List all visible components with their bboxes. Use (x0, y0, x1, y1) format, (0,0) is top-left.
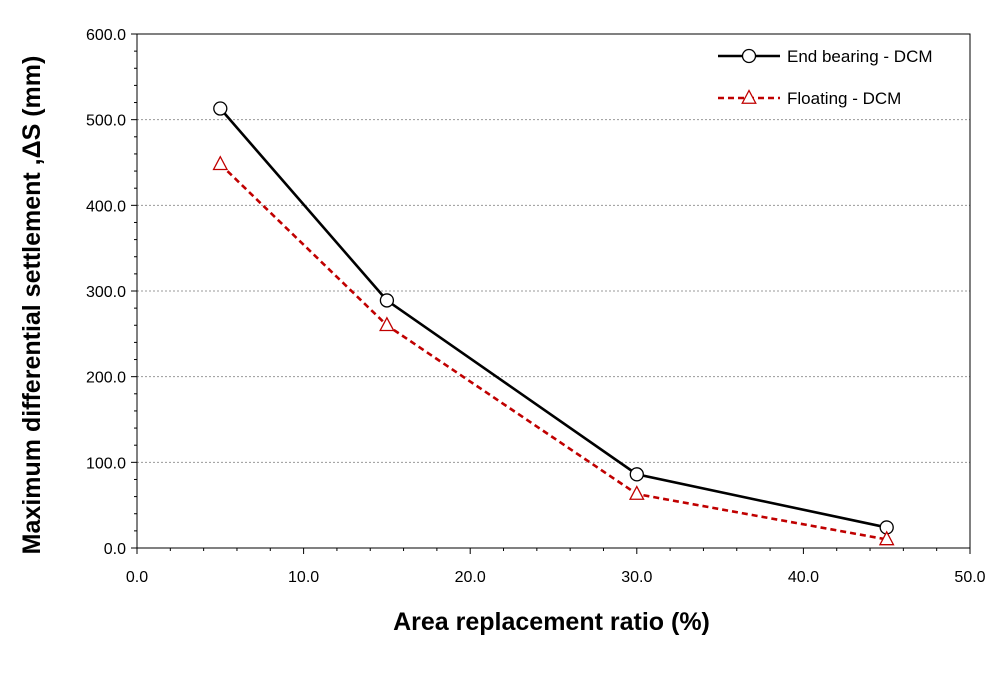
legend-entry: Floating - DCM (718, 89, 901, 108)
y-tick-label: 100.0 (86, 455, 126, 472)
legend: End bearing - DCM Floating - DCM (718, 47, 933, 108)
data-point (379, 316, 395, 332)
series-end-bearing (213, 101, 894, 535)
x-tick-label: 10.0 (288, 569, 319, 586)
data-point (629, 467, 644, 482)
data-point (379, 293, 395, 308)
x-axis-label: Area replacement ratio (%) (393, 608, 710, 636)
series-line (219, 107, 887, 529)
plot-area-frame (136, 33, 971, 549)
y-axis-label: Maximum differential settlement ,ΔS (mm) (18, 56, 46, 555)
y-tick-label: 400.0 (86, 198, 126, 215)
y-tick-label: 500.0 (86, 113, 126, 130)
legend-marker (741, 89, 757, 104)
y-tick-label: 0.0 (104, 541, 126, 558)
x-tick-label: 0.0 (126, 569, 148, 586)
y-tick-label: 600.0 (86, 27, 126, 44)
data-point (628, 485, 645, 500)
y-tick-label: 300.0 (86, 284, 126, 301)
legend-marker (741, 48, 757, 64)
legend-label: End bearing - DCM (787, 47, 933, 66)
axis-ticks (131, 33, 971, 554)
legend-label: Floating - DCM (787, 89, 901, 108)
x-tick-labels: 0.0 10.0 20.0 30.0 40.0 50.0 (126, 569, 986, 586)
x-tick-label: 50.0 (954, 569, 985, 586)
data-point (213, 101, 228, 116)
x-tick-label: 20.0 (455, 569, 486, 586)
x-tick-label: 30.0 (621, 569, 652, 586)
series-layer (212, 101, 895, 546)
y-tick-label: 200.0 (86, 370, 126, 387)
data-point (212, 155, 229, 171)
series-floating (212, 155, 895, 546)
data-point (878, 530, 895, 546)
series-line (219, 163, 887, 541)
legend-entry: End bearing - DCM (718, 47, 933, 66)
y-tick-labels: 0.0 100.0 200.0 300.0 400.0 500.0 600.0 (86, 27, 126, 558)
x-tick-label: 40.0 (788, 569, 819, 586)
